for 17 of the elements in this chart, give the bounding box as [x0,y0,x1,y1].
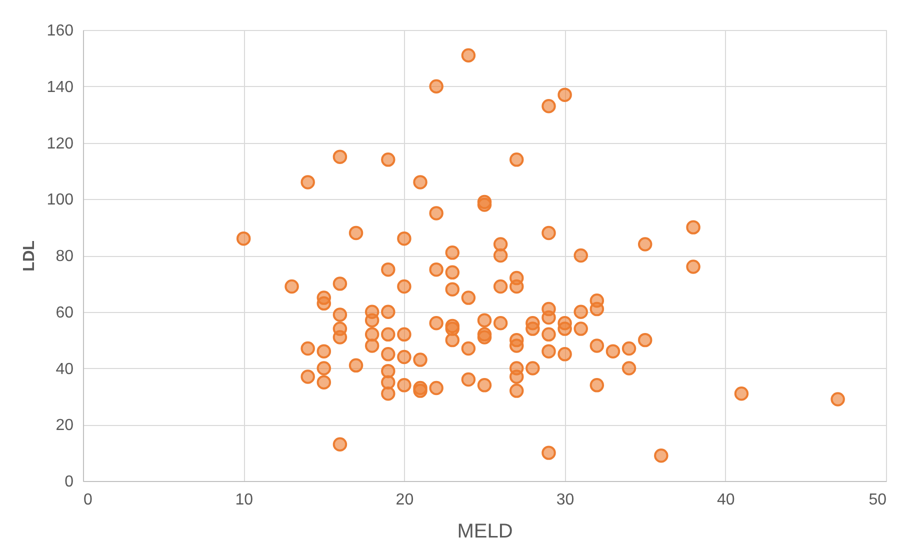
y-tick-label: 160 [46,22,74,40]
x-tick-label: 40 [717,492,735,508]
x-axis-title: MELD [457,520,513,542]
y-tick-label: 0 [64,474,74,490]
y-tick-label: 20 [56,417,74,434]
y-tick-label: 60 [56,304,74,322]
y-axis-title: LDL [20,240,38,272]
x-tick-label: 0 [84,492,92,508]
y-tick-label: 80 [56,248,74,265]
x-tick-label: 20 [396,492,414,508]
x-tick-label: 50 [868,492,887,508]
y-tick-label: 120 [46,135,74,152]
x-tick-label: 30 [556,492,574,508]
y-tick-label: 140 [46,78,74,96]
y-tick-label: 40 [56,360,74,378]
y-tick-label: 100 [46,192,74,209]
x-tick-label: 10 [235,492,254,508]
